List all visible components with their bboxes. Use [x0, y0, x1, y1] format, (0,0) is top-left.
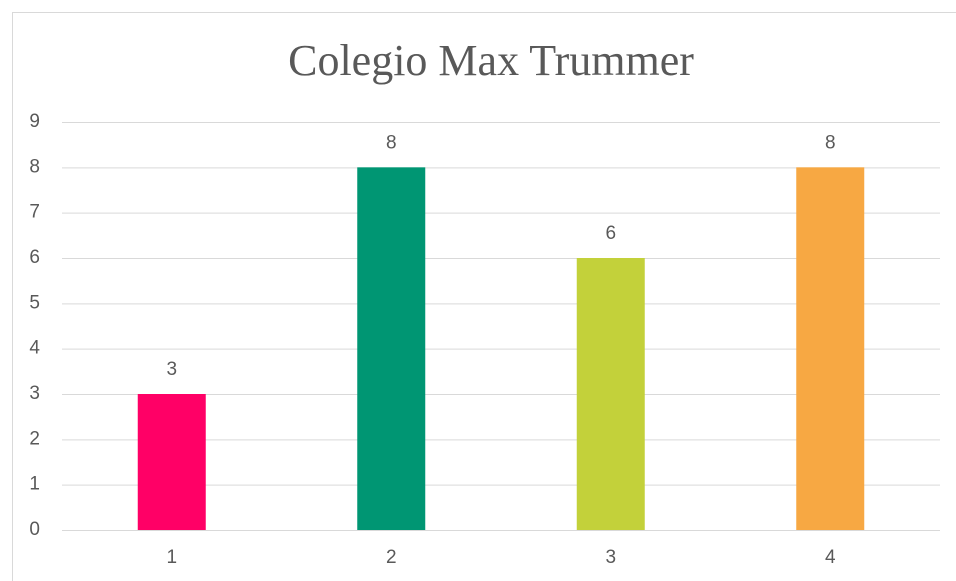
y-tick-label: 1	[29, 474, 40, 495]
bar	[357, 167, 426, 531]
data-label: 8	[825, 132, 836, 153]
y-tick-label: 5	[29, 292, 40, 313]
y-tick-label: 0	[29, 519, 40, 540]
data-label: 3	[166, 359, 177, 380]
y-tick-label: 2	[29, 428, 40, 449]
chart-frame	[12, 12, 956, 581]
y-tick-label: 4	[29, 338, 40, 359]
data-label: 6	[605, 223, 616, 244]
bar	[796, 167, 865, 531]
x-tick-label: 2	[386, 547, 397, 568]
bar	[137, 394, 206, 530]
y-tick-label: 6	[29, 247, 40, 268]
y-tick-label: 9	[29, 111, 40, 132]
data-label: 8	[386, 132, 397, 153]
bar	[576, 258, 645, 530]
chart-title: Colegio Max Trummer	[288, 36, 694, 85]
x-tick-label: 1	[166, 547, 177, 568]
x-tick-label: 3	[605, 547, 616, 568]
y-tick-label: 3	[29, 383, 40, 404]
x-tick-label: 4	[825, 547, 836, 568]
y-tick-label: 7	[29, 202, 40, 223]
y-tick-label: 8	[29, 156, 40, 177]
